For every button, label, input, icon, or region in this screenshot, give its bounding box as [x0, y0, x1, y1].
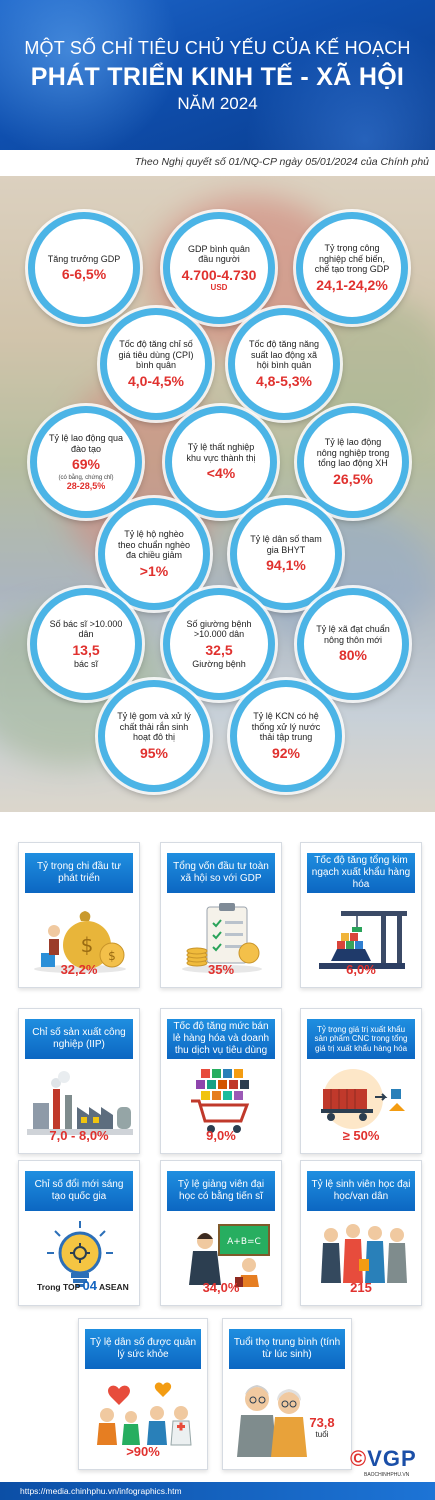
bubble-new-rural: Tỷ lệ xã đạt chuẩn nông thôn mới 80%: [297, 588, 409, 700]
card-total-investment: Tổng vốn đầu tư toàn xã hội so với GDP 3…: [160, 842, 282, 988]
shopping-cart-icon: [161, 1067, 281, 1141]
header-banner: MỘT SỐ CHỈ TIÊU CHỦ YẾU CỦA KẾ HOẠCH PHÁ…: [0, 0, 435, 150]
card-investment-spending: Tỷ trọng chi đầu tư phát triển $ $ 32,2%: [18, 842, 140, 988]
students-icon: [301, 1219, 421, 1293]
bubble-cpi: Tốc độ tăng chỉ số giá tiêu dùng (CPI) b…: [100, 308, 212, 420]
card-retail-sales: Tốc độ tăng mức bán lẻ hàng hóa và doanh…: [160, 1008, 282, 1154]
svg-text:$: $: [108, 949, 116, 963]
innovation-rank: Trong TOP 04 ASEAN: [37, 1278, 129, 1293]
svg-text:A+B=C: A+B=C: [227, 1237, 261, 1247]
cargo-truck-icon: [301, 1067, 421, 1141]
bubble-wastewater: Tỷ lệ KCN có hệ thống xử lý nước thải tậ…: [230, 680, 342, 792]
title-line-3: NĂM 2024: [177, 94, 258, 113]
svg-text:$: $: [81, 933, 94, 957]
card-health-management: Tỷ lệ dân số được quản lý sức khỏe >90%: [78, 1318, 208, 1470]
card-export-growth: Tốc độ tăng tổng kim ngạch xuất khẩu hàn…: [300, 842, 422, 988]
health-care-icon: [79, 1377, 207, 1451]
bubble-section: Tăng trưởng GDP 6-6,5% GDP bình quân đầu…: [0, 176, 435, 812]
life-expectancy-value: 73,8 tuổi: [309, 1415, 335, 1439]
card-iip: Chỉ số sản xuất công nghiệp (IIP) 7,0 - …: [18, 1008, 140, 1154]
bubble-hospital-beds: Số giường bệnh >10.000 dân 32,5 Giường b…: [163, 588, 275, 700]
card-phd-lecturers: Tỷ lệ giảng viên đại học có bằng tiến sĩ…: [160, 1160, 282, 1306]
factory-icon: [19, 1067, 139, 1141]
bubble-manufacturing-share: Tỷ trọng công nghiệp chế biến, chế tạo t…: [296, 212, 408, 324]
bubble-doctors: Số bác sĩ >10.000 dân 13,5 bác sĩ: [30, 588, 142, 700]
lecturer-icon: A+B=C: [161, 1219, 281, 1293]
bubble-agri-labor: Tỷ lệ lao động nông nghiệp trong tổng la…: [297, 406, 409, 518]
bubble-gdp-per-capita: GDP bình quân đầu người 4.700-4.730 USD: [163, 212, 275, 324]
title-line-2: PHÁT TRIỂN KINH TẾ - XÃ HỘI: [30, 63, 405, 91]
title-line-1: MỘT SỐ CHỈ TIÊU CHỦ YẾU CỦA KẾ HOẠCH: [24, 38, 411, 58]
port-crane-icon: [301, 901, 421, 975]
elderly-couple-icon: [223, 1377, 351, 1461]
card-hightech-export: Tỷ trọng giá trị xuất khẩu sản phẩm CNC …: [300, 1008, 422, 1154]
bubble-trained-labor: Tỷ lệ lao động qua đào tạo 69% (có bằng,…: [30, 406, 142, 518]
bubble-labor-productivity: Tốc độ tăng năng suất lao động xã hội bì…: [228, 308, 340, 420]
card-innovation-index: Chỉ số đổi mới sáng tạo quốc gia Trong T…: [18, 1160, 140, 1306]
bubble-gdp-growth: Tăng trưởng GDP 6-6,5%: [28, 212, 140, 324]
clipboard-coins-icon: [161, 901, 281, 975]
bubble-solid-waste: Tỷ lệ gom và xử lý chất thải rắn sinh ho…: [98, 680, 210, 792]
card-life-expectancy: Tuổi thọ trung bình (tính từ lúc sinh) 7…: [222, 1318, 352, 1470]
lightbulb-icon: [19, 1219, 139, 1293]
bubble-unemployment: Tỷ lệ thất nghiệp khu vực thành thị <4%: [165, 406, 277, 518]
vgp-logo: ©VGP BAOCHINHPHU.VN: [350, 1446, 417, 1478]
footer-url[interactable]: https://media.chinhphu.vn/infographics.h…: [0, 1482, 435, 1500]
card-university-students: Tỷ lệ sinh viên học đại học/vạn dân 215: [300, 1160, 422, 1306]
source-note: Theo Nghị quyết số 01/NQ-CP ngày 05/01/2…: [134, 156, 429, 168]
bubble-poverty: Tỷ lệ hộ nghèo theo chuẩn nghèo đa chiều…: [98, 498, 210, 610]
money-bag-icon: $ $: [19, 901, 139, 975]
bubble-health-insurance: Tỷ lệ dân số tham gia BHYT 94,1%: [230, 498, 342, 610]
